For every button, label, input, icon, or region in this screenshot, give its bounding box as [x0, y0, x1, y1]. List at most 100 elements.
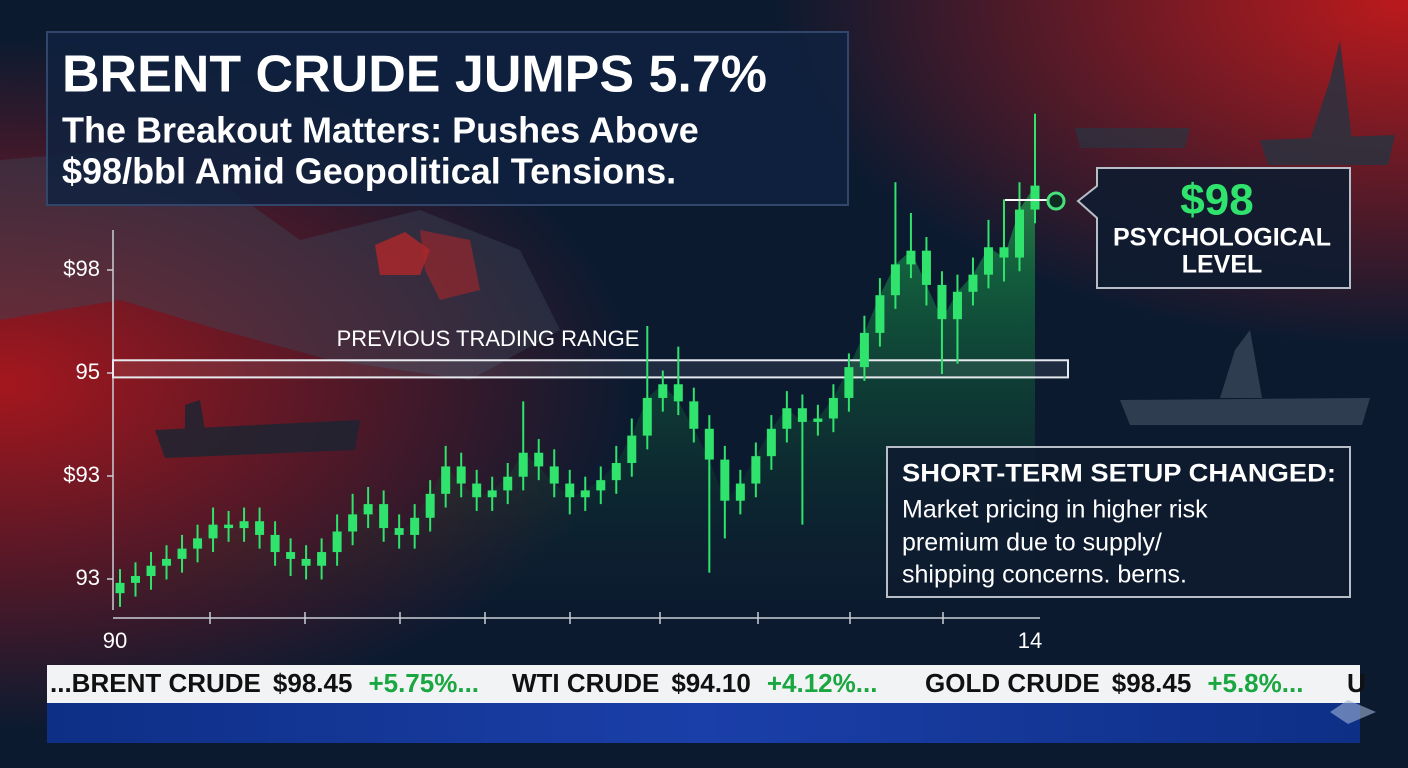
candle-body [456, 466, 466, 484]
ticker-name: WTI CRUDE [512, 668, 659, 698]
ticker-item: ...BRENT CRUDE $98.45 +5.75%... [50, 668, 479, 698]
setup-body: Market pricing in higher risk [902, 496, 1208, 524]
candle-body [1030, 185, 1040, 210]
x-tick-label: 14 [1018, 628, 1042, 653]
ticker-item: U [1347, 668, 1366, 698]
y-tick-label: $98 [63, 256, 100, 281]
candle-body [890, 264, 900, 296]
candle-body [503, 476, 513, 491]
ticker-price: $98.45 [1112, 668, 1192, 698]
candle-body [146, 565, 156, 577]
candle-body [720, 459, 730, 501]
ship-silhouette [155, 400, 360, 458]
y-tick-label: $93 [63, 462, 100, 487]
ticker: ...BRENT CRUDE $98.45 +5.75%... WTI CRUDE $9… [50, 668, 1366, 698]
candle-body [565, 483, 575, 498]
candle-body [131, 576, 141, 583]
candle-body [410, 517, 420, 535]
candle-body [115, 582, 125, 594]
candle-body [906, 250, 916, 265]
ticker-change: +4.12%... [767, 668, 878, 698]
candle-body [673, 384, 683, 402]
candle-body [937, 284, 947, 320]
setup-body: premium due to supply/ [902, 529, 1162, 557]
candle-body [177, 548, 187, 559]
headline-subtitle: $98/bbl Amid Geopolitical Tensions. [62, 151, 676, 192]
candle-body [518, 452, 528, 477]
map-highlight [375, 232, 430, 275]
candle-body [239, 521, 249, 529]
candle-body [921, 250, 931, 285]
candle-body [797, 408, 807, 422]
candle-body [224, 524, 234, 529]
candle-body [193, 538, 203, 549]
candle-body [983, 247, 993, 275]
news-crawl-bar [47, 703, 1360, 743]
candle-body [301, 558, 311, 566]
y-tick-label: 93 [76, 565, 100, 590]
headline-box [46, 31, 849, 206]
candle-body [813, 418, 823, 422]
candle-body [704, 428, 714, 460]
candle-body [472, 483, 482, 498]
candle-body [596, 480, 606, 491]
candle-body [534, 452, 544, 467]
ship-silhouette [1260, 40, 1395, 165]
setup-callout-box [886, 446, 1351, 598]
candle-body [549, 466, 559, 484]
candle-body [348, 514, 358, 532]
candle-body [363, 504, 373, 515]
headline-title: BRENT CRUDE JUMPS 5.7% [62, 46, 767, 104]
ticker-change: +5.75%... [368, 668, 479, 698]
ticker-name: U [1347, 668, 1366, 698]
candle-body [968, 274, 978, 292]
candle-body [766, 428, 776, 457]
candle-body [828, 397, 838, 419]
level-marker [1046, 191, 1066, 211]
candle-body [1014, 209, 1024, 258]
map-shape [0, 150, 560, 380]
candle-body [394, 528, 404, 535]
ticker-name: GOLD CRUDE [925, 668, 1100, 698]
candle-body [689, 401, 699, 429]
candle-body [317, 552, 327, 566]
candle-body [487, 490, 497, 498]
candle-body [425, 493, 435, 518]
candle-body [162, 558, 172, 566]
candle-body [859, 332, 869, 368]
candle-body [208, 524, 218, 539]
candle-body [875, 295, 885, 333]
candle-body [999, 247, 1009, 258]
candle-body [441, 466, 451, 494]
ticker-item: GOLD CRUDE $98.45 +5.8%... [925, 668, 1303, 698]
x-tick-label: 90 [103, 628, 127, 653]
setup-body: shipping concerns. berns. [902, 561, 1187, 589]
level-label: LEVEL [1182, 251, 1263, 279]
y-tick-label: 95 [76, 359, 100, 384]
range-band [112, 359, 1069, 379]
headline-subtitle: The Breakout Matters: Pushes Above [62, 110, 699, 151]
ticker-name: ...BRENT CRUDE [50, 668, 261, 698]
setup-title: SHORT-TERM SETUP CHANGED: [902, 460, 1336, 488]
area-glow [120, 185, 1035, 600]
candle-body [379, 504, 389, 529]
candle-body [332, 531, 342, 553]
ticker-change: +5.8%... [1207, 668, 1303, 698]
chart: $98 95 $93 93 90 14 PREVIOUS TRADING RANGE [63, 113, 1069, 653]
map-highlight [420, 230, 480, 300]
candle-body [286, 552, 296, 559]
candle-body [735, 483, 745, 501]
candle-body [844, 367, 854, 398]
candle-body [627, 435, 637, 464]
level-callout-box [1076, 167, 1351, 289]
range-label: PREVIOUS TRADING RANGE [337, 326, 640, 351]
candle-body [580, 490, 590, 498]
candle-body [611, 463, 621, 481]
candle-body [751, 456, 761, 484]
ship-silhouette [1120, 330, 1370, 425]
ticker-price: $98.45 [273, 668, 353, 698]
candle-body [270, 534, 280, 553]
ship-silhouette [1075, 128, 1190, 148]
